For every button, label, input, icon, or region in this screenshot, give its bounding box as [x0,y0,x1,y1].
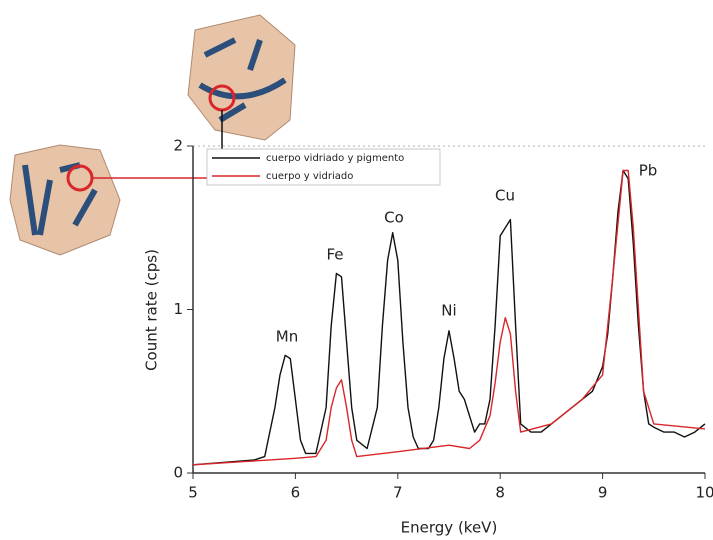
x-tick-label: 8 [495,484,505,502]
x-axis-label: Energy (keV) [401,519,498,537]
x-tick-label: 10 [695,484,713,502]
y-tick-label: 0 [173,464,183,482]
peak-label: Pb [639,162,658,180]
y-axis-label: Count rate (cps) [143,249,161,371]
peak-label: Cu [495,187,515,205]
sherd-top [188,15,295,155]
x-tick-label: 5 [188,484,198,502]
x-tick-label: 9 [598,484,608,502]
y-tick-label: 2 [173,137,183,155]
legend-label: cuerpo y vidriado [266,171,353,182]
sherd-left [10,145,212,255]
x-tick-label: 7 [393,484,403,502]
peak-label: Co [384,209,404,227]
x-tick-label: 6 [291,484,301,502]
peak-label: Ni [441,302,456,320]
chart: Energy (keV) Count rate (cps) 5 6 7 8 9 10 0 1 2… [0,0,713,540]
legend-label: cuerpo vidriado y pigmento [266,153,404,164]
y-tick-label: 1 [173,300,183,318]
peak-label: Fe [326,246,343,264]
peak-label: Mn [276,328,298,346]
